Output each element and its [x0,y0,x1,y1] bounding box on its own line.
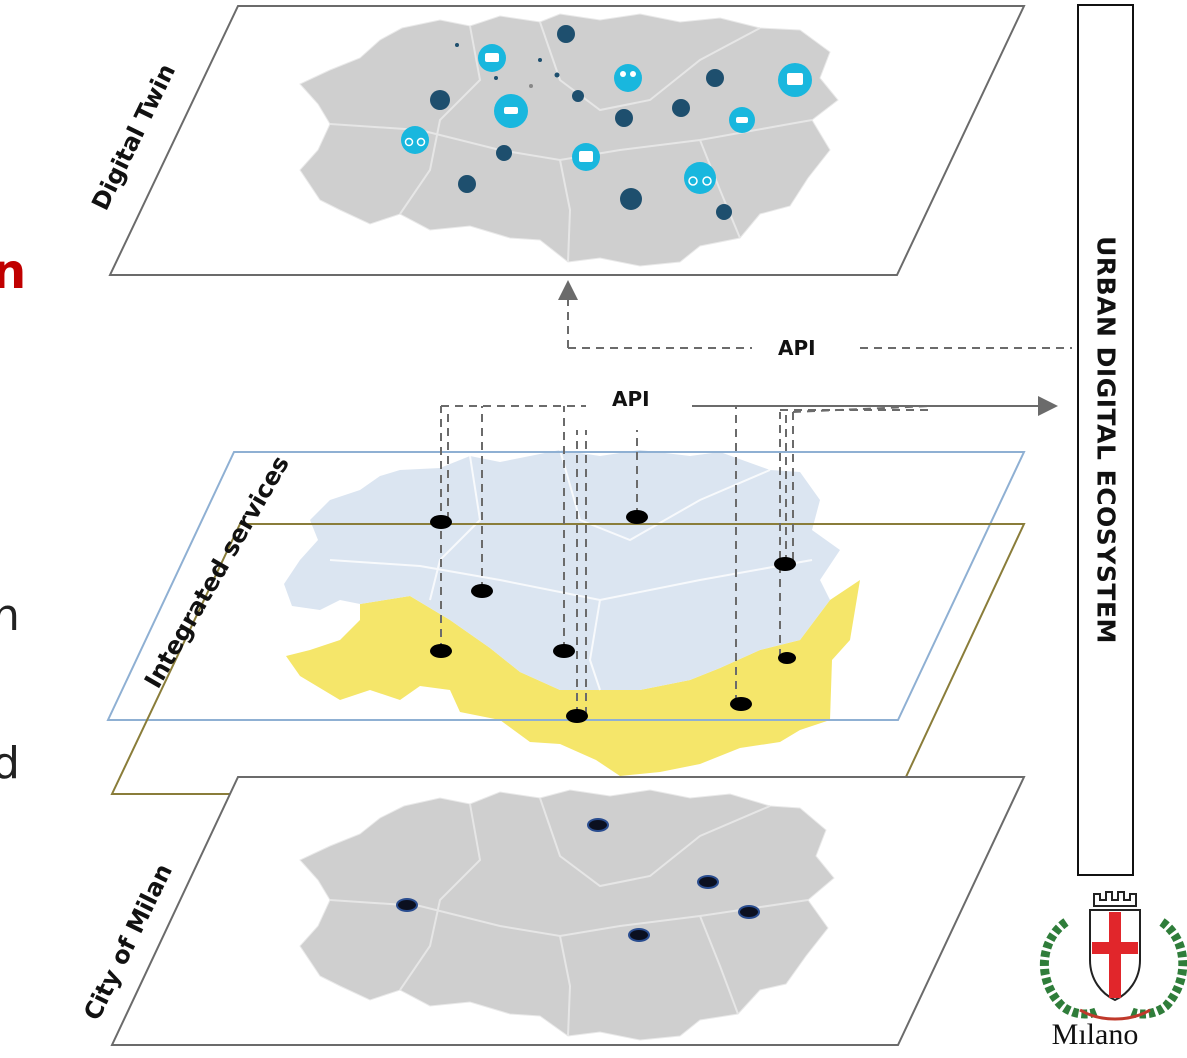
api-lower-label: API [612,387,650,411]
digital-twin-layer: Digital Twin [86,5,1026,276]
sensor-point [730,697,752,711]
city-point [738,905,760,919]
charging-icon [672,99,690,117]
digital-twin-icons [401,25,812,220]
bicycle-icon [401,126,429,154]
city-of-milan-map [299,789,835,1041]
bike-sharing-icon [684,162,716,194]
taxi-icon [496,145,512,161]
blue-zone-map [284,450,840,690]
api-upper-connector: API [558,280,1072,360]
sensor-point [471,584,493,598]
integrated-services-layer: Integrated services [106,449,1026,795]
city-points [396,818,760,942]
integrated-services-plane-blue [106,451,1026,721]
cropped-text-line: d [0,738,20,789]
city-point [587,818,609,832]
milano-logo-text: Mılano [1051,1018,1139,1051]
yellow-zone-map [286,580,860,776]
sensor-points [430,510,796,723]
people-icon [614,64,642,92]
city-of-milan-layer: City of Milan [78,776,1026,1046]
city-point [628,928,650,942]
scooter-icon [572,90,584,102]
city-point [396,898,418,912]
electric-plug-icon [430,90,450,110]
milano-coat-of-arms [1039,891,1187,1021]
sensor-point [774,557,796,571]
digital-twin-map [299,13,839,267]
sensor-point [430,644,452,658]
cropped-red-text: n [0,244,27,300]
city-point [697,875,719,889]
cropped-text-line: n [0,590,20,641]
api-upper-label: API [778,336,816,360]
sensor-point [430,515,452,529]
sensor-point [778,652,796,664]
sensor-point [626,510,648,524]
urban-digital-ecosystem-box: URBAN DIGITAL ECOSYSTEM [1077,4,1134,876]
sensor-point [566,709,588,723]
thumbs-up-icon [620,188,642,210]
digital-twin-districts [329,21,813,263]
parking-icon [458,175,476,193]
bus-stop-icon [557,25,575,43]
car-icon [716,204,732,220]
globe-icon [615,109,633,127]
bike-icon [706,69,724,87]
urban-digital-ecosystem-label: URBAN DIGITAL ECOSYSTEM [1091,236,1120,644]
sensor-point [553,644,575,658]
